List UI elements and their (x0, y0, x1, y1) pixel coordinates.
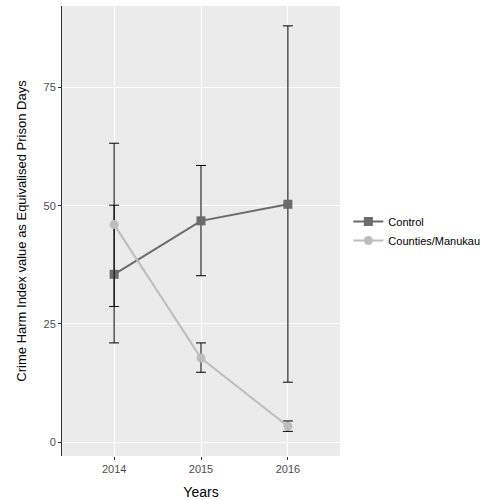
svg-text:Control: Control (388, 216, 423, 228)
svg-text:2014: 2014 (102, 463, 126, 475)
svg-text:Crime Harm Index value as Equi: Crime Harm Index value as Equivalised Pr… (14, 80, 29, 382)
svg-text:50: 50 (44, 200, 56, 212)
svg-text:Counties/Manukau: Counties/Manukau (388, 235, 480, 247)
svg-text:Years: Years (183, 484, 218, 500)
svg-text:0: 0 (50, 436, 56, 448)
svg-text:2015: 2015 (189, 463, 213, 475)
svg-text:75: 75 (44, 81, 56, 93)
svg-text:25: 25 (44, 318, 56, 330)
svg-text:2016: 2016 (276, 463, 300, 475)
